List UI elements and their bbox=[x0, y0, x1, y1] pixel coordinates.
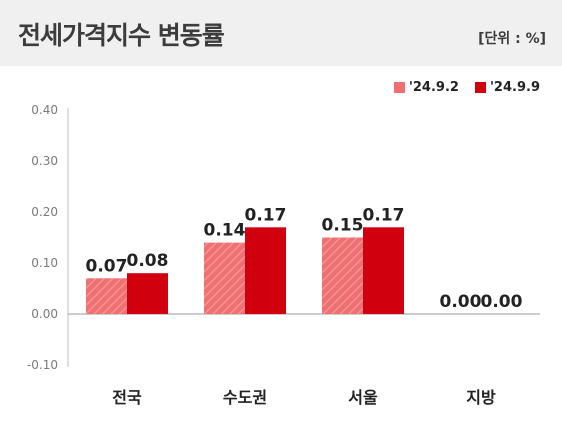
data-label-series-1: 0.07 bbox=[86, 256, 128, 276]
y-tick-label: 0.30 bbox=[31, 154, 58, 168]
data-label-series-1: 0.15 bbox=[322, 216, 364, 236]
legend: '24.9.2 '24.9.9 bbox=[393, 80, 540, 95]
y-tick-label: 0.10 bbox=[31, 256, 58, 270]
bar-1 bbox=[204, 242, 245, 314]
chart-header: 전세가격지수 변동률 [단위 : %] bbox=[0, 0, 562, 66]
bar-2 bbox=[245, 227, 286, 314]
legend-label-series-1: '24.9.2 bbox=[408, 80, 459, 95]
bar-2 bbox=[363, 227, 404, 314]
data-label-series-2: 0.17 bbox=[363, 205, 405, 225]
legend-swatch-series-2 bbox=[474, 82, 486, 93]
category-label: 지방 bbox=[466, 388, 496, 407]
data-label-series-1: 0.00 bbox=[440, 292, 482, 312]
chart-title: 전세가격지수 변동률 bbox=[18, 21, 225, 50]
category-label: 수도권 bbox=[223, 388, 267, 407]
y-tick-label: 0.20 bbox=[31, 205, 58, 219]
legend-item-series-2: '24.9.9 bbox=[474, 80, 540, 95]
unit-label: [단위 : %] bbox=[478, 31, 546, 47]
data-label-series-1: 0.14 bbox=[204, 221, 246, 241]
bar-1 bbox=[322, 237, 363, 314]
data-label-series-2: 0.08 bbox=[127, 251, 169, 271]
y-tick-label: -0.10 bbox=[27, 358, 58, 372]
legend-swatch-series-1 bbox=[393, 82, 405, 93]
data-label-series-2: 0.00 bbox=[481, 292, 523, 312]
data-label-series-2: 0.17 bbox=[245, 205, 287, 225]
category-label: 서울 bbox=[348, 388, 378, 407]
bar-1 bbox=[86, 278, 127, 314]
legend-item-series-1: '24.9.2 bbox=[393, 80, 459, 95]
bar-2 bbox=[127, 273, 168, 314]
category-label: 전국 bbox=[112, 388, 142, 407]
legend-label-series-2: '24.9.9 bbox=[489, 80, 540, 95]
y-tick-label: 0.00 bbox=[31, 307, 58, 321]
y-tick-label: 0.40 bbox=[31, 103, 58, 117]
